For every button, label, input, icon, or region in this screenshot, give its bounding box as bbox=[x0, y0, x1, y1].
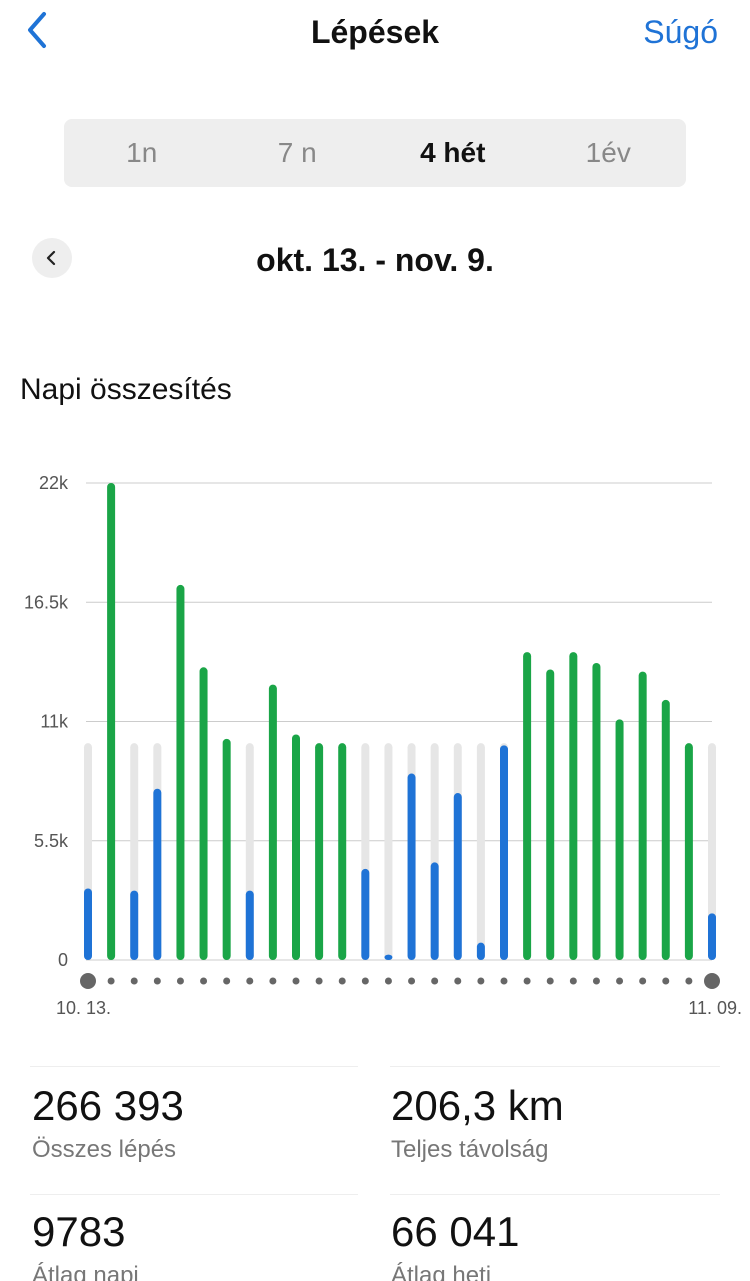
chevron-left-icon bbox=[46, 250, 56, 266]
stat-value: 9783 bbox=[32, 1208, 126, 1255]
stat-label: Összes lépés bbox=[32, 1136, 177, 1163]
step-bar bbox=[708, 913, 716, 960]
axis-dot bbox=[592, 977, 600, 985]
page-title: Lépések bbox=[310, 14, 440, 50]
axis-dot bbox=[338, 977, 346, 985]
axis-dot bbox=[408, 977, 416, 985]
step-bar bbox=[500, 745, 508, 960]
stat-value: 206,3 km bbox=[391, 1082, 564, 1129]
stat-weekly-average: 66 041 Átlag heti bbox=[391, 1208, 719, 1281]
divider bbox=[390, 1194, 720, 1195]
y-tick-label: 16.5k bbox=[24, 592, 69, 612]
step-bar bbox=[638, 671, 647, 960]
step-bar bbox=[84, 888, 92, 960]
axis-endpoint-dot bbox=[704, 973, 720, 989]
stat-total-steps: 266 393 Összes lépés bbox=[32, 1082, 360, 1164]
axis-dot bbox=[176, 977, 184, 985]
step-bar bbox=[407, 773, 416, 960]
axis-dot bbox=[153, 977, 161, 985]
section-title: Napi összesítés bbox=[20, 373, 232, 406]
stat-label: Átlag heti bbox=[391, 1262, 492, 1281]
axis-dot bbox=[477, 977, 485, 985]
tab-4-weeks[interactable]: 4 hét bbox=[420, 137, 486, 168]
goal-track-bar bbox=[476, 743, 485, 960]
step-bar bbox=[199, 667, 208, 960]
step-bar bbox=[153, 788, 162, 960]
divider bbox=[30, 1066, 358, 1067]
y-tick-label: 22k bbox=[39, 473, 69, 493]
y-tick-label: 11k bbox=[40, 712, 69, 732]
axis-dot bbox=[292, 977, 300, 985]
goal-track-bar bbox=[708, 743, 716, 960]
step-bar bbox=[361, 868, 370, 960]
axis-dot bbox=[616, 977, 624, 985]
step-bar bbox=[615, 719, 624, 960]
y-tick-label: 0 bbox=[58, 950, 68, 970]
step-bar bbox=[661, 699, 670, 960]
back-button[interactable] bbox=[18, 8, 62, 52]
step-bar bbox=[268, 684, 277, 960]
axis-dot bbox=[315, 977, 323, 985]
step-bar bbox=[592, 662, 601, 960]
stat-value: 66 041 bbox=[391, 1208, 520, 1255]
y-tick-label: 5.5k bbox=[34, 831, 69, 851]
date-range-label: okt. 13. - nov. 9. bbox=[256, 242, 494, 278]
x-start-label: 10. 13. bbox=[56, 998, 111, 1018]
axis-dot bbox=[269, 977, 277, 985]
axis-dot bbox=[662, 977, 670, 985]
step-bar bbox=[569, 652, 578, 960]
previous-period-button[interactable] bbox=[32, 238, 72, 278]
tab-7-days[interactable]: 7 n bbox=[277, 137, 317, 168]
axis-endpoint-dot bbox=[80, 973, 96, 989]
tab-1-year[interactable]: 1év bbox=[585, 137, 631, 168]
step-bar bbox=[338, 743, 347, 960]
x-end-label: 11. 09. bbox=[688, 998, 742, 1018]
navigation-bar: Lépések Súgó bbox=[0, 0, 750, 64]
axis-dot bbox=[431, 977, 439, 985]
axis-dot bbox=[569, 977, 577, 985]
period-selector: 1n 7 n 4 hét 1év bbox=[64, 119, 686, 187]
stat-total-distance: 206,3 km Teljes távolság bbox=[391, 1082, 719, 1164]
divider bbox=[390, 1066, 720, 1067]
divider bbox=[30, 1194, 358, 1195]
goal-track-bar bbox=[384, 743, 393, 960]
axis-dot bbox=[223, 977, 231, 985]
step-bar bbox=[684, 743, 693, 960]
axis-dot bbox=[246, 977, 254, 985]
step-bar bbox=[476, 942, 485, 960]
stat-value: 266 393 bbox=[32, 1082, 184, 1129]
axis-dot bbox=[546, 977, 554, 985]
step-bar bbox=[546, 669, 555, 960]
step-bar bbox=[130, 890, 139, 960]
axis-dot bbox=[454, 977, 462, 985]
axis-dot bbox=[500, 977, 508, 985]
stat-label: Teljes távolság bbox=[391, 1136, 549, 1163]
help-button[interactable]: Súgó bbox=[643, 14, 718, 50]
axis-dot bbox=[130, 977, 138, 985]
stat-label: Átlag napi bbox=[32, 1262, 139, 1281]
step-bar bbox=[523, 652, 532, 960]
step-bar bbox=[107, 483, 116, 960]
chevron-left-icon bbox=[28, 12, 46, 48]
step-bar bbox=[222, 738, 231, 960]
axis-dot bbox=[107, 977, 115, 985]
step-bar bbox=[292, 734, 300, 960]
step-bar bbox=[176, 584, 185, 960]
step-bar bbox=[453, 793, 462, 960]
tab-1-day[interactable]: 1n bbox=[126, 137, 158, 168]
daily-steps-chart: 22k 16.5k 11k 5.5k 0 10. 13. 11. 09. bbox=[24, 473, 742, 1018]
step-bar bbox=[315, 743, 324, 960]
step-bar bbox=[384, 954, 393, 960]
axis-dot bbox=[523, 977, 531, 985]
axis-dot bbox=[685, 977, 693, 985]
stat-daily-average: 9783 Átlag napi bbox=[32, 1208, 360, 1281]
axis-dot bbox=[639, 977, 647, 985]
axis-dot bbox=[384, 977, 392, 985]
step-bar bbox=[430, 862, 439, 960]
step-bar bbox=[245, 890, 254, 960]
axis-dot bbox=[361, 977, 369, 985]
date-range-row: okt. 13. - nov. 9. bbox=[0, 236, 750, 284]
axis-dot bbox=[200, 977, 208, 985]
